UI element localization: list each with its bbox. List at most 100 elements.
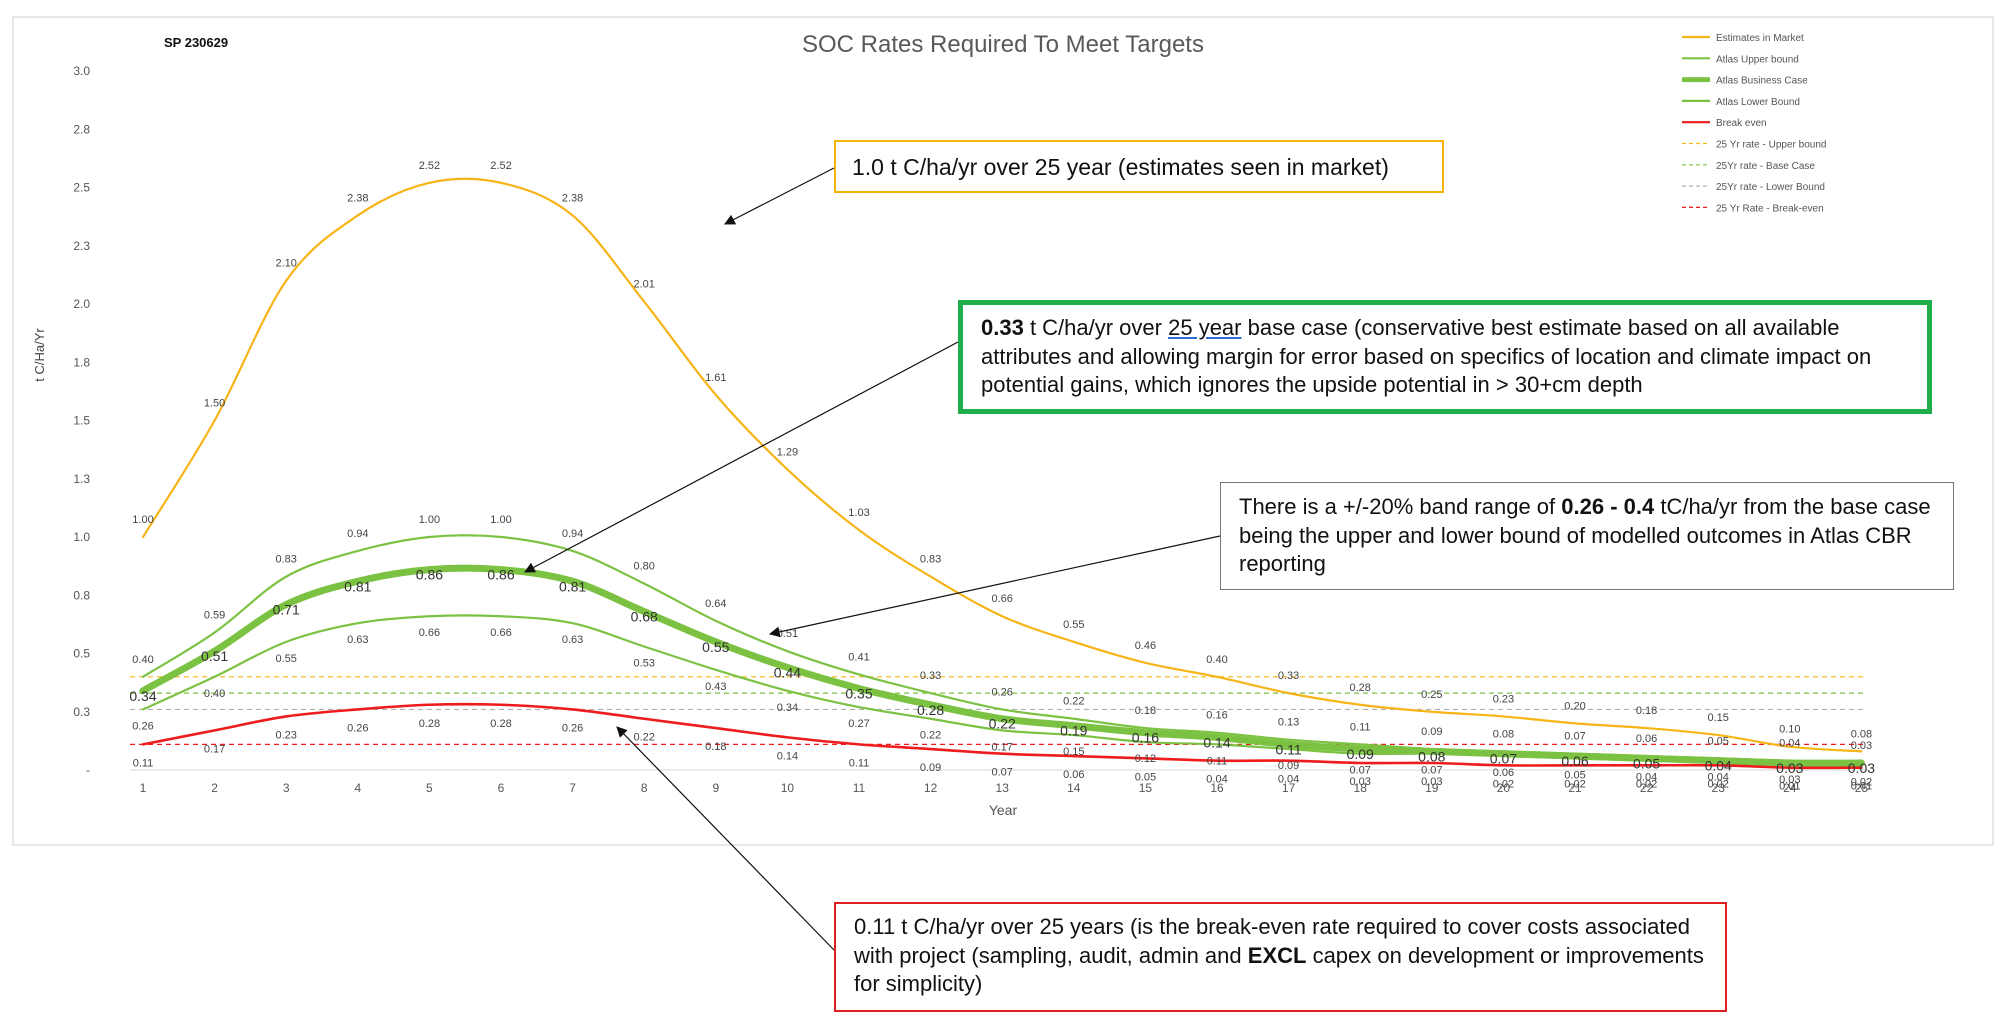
data-label: 2.52 bbox=[419, 160, 440, 172]
x-tick-label: 19 bbox=[1425, 781, 1439, 795]
data-label: 0.44 bbox=[774, 664, 801, 680]
data-label: 0.86 bbox=[487, 567, 514, 583]
data-label: 0.11 bbox=[1275, 741, 1301, 757]
data-label: 0.33 bbox=[1278, 670, 1299, 682]
data-label: 0.04 bbox=[1705, 758, 1732, 774]
data-label: 0.55 bbox=[1063, 619, 1084, 631]
data-label: 0.05 bbox=[1707, 735, 1728, 747]
legend-label: Atlas Lower Bound bbox=[1716, 97, 1800, 108]
y-axis-label: t C/Ha/Yr bbox=[32, 328, 47, 382]
callout-base-underlined: 25 year bbox=[1168, 315, 1242, 340]
x-tick-label: 1 bbox=[140, 781, 147, 795]
data-label: 0.02 bbox=[1636, 778, 1657, 790]
data-label: 0.83 bbox=[275, 554, 296, 566]
y-tick-label: 3.0 bbox=[73, 64, 90, 78]
y-tick-label: 1.0 bbox=[73, 530, 90, 544]
data-label: 0.71 bbox=[273, 602, 300, 618]
callout-base-value: 0.33 bbox=[981, 315, 1024, 340]
data-label: 0.22 bbox=[1063, 696, 1084, 708]
y-tick-label: 2.8 bbox=[73, 122, 90, 136]
data-label: 0.02 bbox=[1493, 778, 1514, 790]
x-tick-label: 9 bbox=[712, 781, 719, 795]
data-label: 0.66 bbox=[991, 593, 1012, 605]
data-label: 0.83 bbox=[920, 554, 941, 566]
data-label: 0.18 bbox=[1135, 705, 1156, 717]
callout-band-range-value: 0.26 - 0.4 bbox=[1561, 494, 1655, 519]
y-tick-label: 2.5 bbox=[73, 181, 90, 195]
data-label: 0.18 bbox=[1636, 705, 1657, 717]
data-label: 0.03 bbox=[1776, 760, 1803, 776]
series-line bbox=[141, 177, 1863, 753]
data-label: 0.01 bbox=[1779, 781, 1800, 793]
data-label: 0.41 bbox=[848, 651, 869, 663]
x-tick-label: 12 bbox=[924, 781, 938, 795]
data-label: 0.11 bbox=[849, 757, 870, 769]
data-label: 0.66 bbox=[490, 627, 511, 639]
data-label: 0.08 bbox=[1493, 728, 1514, 740]
x-tick-label: 22 bbox=[1640, 781, 1654, 795]
data-label: 0.23 bbox=[1493, 693, 1514, 705]
data-label: 0.66 bbox=[419, 627, 440, 639]
data-label: 0.13 bbox=[1278, 717, 1299, 729]
data-label: 0.11 bbox=[133, 757, 154, 769]
x-tick-label: 10 bbox=[781, 781, 795, 795]
data-label: 0.64 bbox=[705, 598, 726, 610]
x-tick-label: 13 bbox=[996, 781, 1010, 795]
data-label: 0.34 bbox=[129, 688, 156, 704]
data-label: 0.35 bbox=[845, 685, 872, 701]
callout-break-text-a: 0.11 t C/ha/yr over 25 years (is the bre… bbox=[854, 914, 1690, 968]
data-label: 1.00 bbox=[419, 514, 440, 526]
data-label: 0.02 bbox=[1851, 776, 1872, 788]
data-label: 1.29 bbox=[777, 446, 798, 458]
x-tick-label: 25 bbox=[1855, 781, 1869, 795]
data-labels: 1.00 1.50 2.10 2.38 2.52 2.52 2.38 2.01 1.61 1.29… bbox=[129, 160, 1875, 793]
chart-subtitle: SP 230629 bbox=[164, 35, 228, 50]
data-label: 0.09 bbox=[1278, 760, 1299, 772]
callout-band-text-a: There is a +/-20% band range of bbox=[1239, 494, 1562, 519]
data-label: 0.11 bbox=[1350, 721, 1371, 733]
arrow-break-even bbox=[616, 726, 835, 951]
data-label: 0.07 bbox=[991, 767, 1012, 779]
data-label: 0.26 bbox=[562, 722, 583, 734]
x-tick-label: 11 bbox=[853, 781, 866, 795]
legend-label: Break even bbox=[1716, 118, 1767, 129]
x-tick-label: 18 bbox=[1354, 781, 1368, 795]
data-label: 0.27 bbox=[848, 718, 869, 730]
axes: -0.30.50.81.01.31.51.82.02.32.52.83.01 2 3… bbox=[73, 64, 1870, 795]
data-label: 0.07 bbox=[1349, 765, 1370, 777]
data-label: 0.81 bbox=[559, 578, 586, 594]
data-label: 0.86 bbox=[416, 567, 443, 583]
data-label: 0.07 bbox=[1564, 731, 1585, 743]
y-tick-label: 2.3 bbox=[73, 239, 90, 253]
callout-arrows bbox=[524, 167, 1221, 951]
callout-break-even: 0.11 t C/ha/yr over 25 years (is the bre… bbox=[834, 902, 1727, 1012]
data-label: 0.07 bbox=[1490, 751, 1517, 767]
legend-label: 25 Yr Rate - Break-even bbox=[1716, 203, 1824, 214]
x-tick-label: 16 bbox=[1210, 781, 1224, 795]
x-tick-label: 2 bbox=[211, 781, 218, 795]
data-label: 0.06 bbox=[1063, 769, 1084, 781]
y-tick-label: 2.0 bbox=[73, 297, 90, 311]
x-tick-label: 14 bbox=[1067, 781, 1081, 795]
data-label: 0.28 bbox=[917, 702, 944, 718]
data-label: 0.14 bbox=[777, 750, 798, 762]
data-label: 0.15 bbox=[1063, 746, 1084, 758]
data-label: 0.14 bbox=[1203, 734, 1230, 750]
data-label: 0.12 bbox=[1135, 753, 1156, 765]
legend-label: 25Yr rate - Lower Bound bbox=[1716, 182, 1825, 193]
legend-label: Estimates in Market bbox=[1716, 33, 1804, 44]
data-label: 1.61 bbox=[705, 372, 726, 384]
x-tick-label: 15 bbox=[1139, 781, 1153, 795]
data-label: 2.52 bbox=[490, 160, 511, 172]
data-label: 0.18 bbox=[705, 741, 726, 753]
x-tick-label: 24 bbox=[1783, 781, 1797, 795]
callout-market-text: 1.0 t C/ha/yr over 25 year (estimates se… bbox=[852, 154, 1389, 180]
data-label: 0.17 bbox=[991, 741, 1012, 753]
arrow-market bbox=[724, 167, 835, 225]
data-label: 0.20 bbox=[1564, 700, 1585, 712]
x-tick-label: 7 bbox=[569, 781, 576, 795]
data-label: 0.43 bbox=[705, 681, 726, 693]
data-label: 0.04 bbox=[1707, 772, 1728, 784]
legend-label: Atlas Upper bound bbox=[1716, 54, 1799, 65]
data-label: 0.28 bbox=[419, 718, 440, 730]
